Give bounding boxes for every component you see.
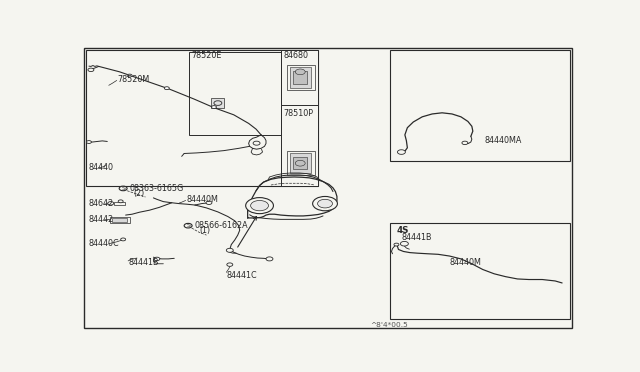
Text: 84441C: 84441C [227, 271, 257, 280]
Text: 08566-6162A: 08566-6162A [194, 221, 248, 230]
Circle shape [118, 200, 123, 203]
Circle shape [211, 106, 216, 109]
Circle shape [184, 223, 192, 228]
Circle shape [227, 263, 233, 266]
Bar [390, 223, 570, 319]
Circle shape [251, 201, 269, 211]
Circle shape [401, 241, 408, 246]
Text: 84440C: 84440C [89, 239, 120, 248]
Bar [287, 65, 315, 90]
Text: 84441B: 84441B [401, 232, 432, 242]
Bar [281, 50, 318, 106]
Bar [112, 218, 127, 222]
Circle shape [108, 202, 114, 205]
Text: 84441B: 84441B [129, 259, 159, 267]
Text: (1): (1) [199, 226, 210, 235]
Text: 84440: 84440 [89, 163, 114, 172]
Circle shape [127, 74, 132, 77]
Bar [189, 52, 281, 135]
Circle shape [227, 248, 233, 252]
Bar [293, 71, 307, 84]
Bar [114, 202, 125, 205]
Text: S: S [186, 223, 190, 228]
Bar [211, 99, 224, 108]
Bar [110, 217, 129, 223]
Text: 84440M: 84440M [449, 259, 481, 267]
Text: S: S [121, 186, 125, 191]
Circle shape [154, 257, 160, 261]
Circle shape [253, 141, 260, 145]
Circle shape [214, 101, 222, 105]
Text: 08363-6165G: 08363-6165G [129, 184, 184, 193]
Text: 84442: 84442 [89, 215, 114, 224]
Circle shape [317, 199, 332, 208]
Text: 78520E: 78520E [191, 51, 222, 60]
Text: 84440MA: 84440MA [484, 136, 522, 145]
Circle shape [266, 257, 273, 261]
Bar [86, 50, 318, 186]
Circle shape [394, 243, 399, 246]
Text: 84440M: 84440M [186, 195, 218, 204]
Circle shape [121, 238, 125, 241]
Circle shape [246, 198, 273, 214]
Circle shape [206, 201, 212, 205]
Text: 78520M: 78520M [117, 75, 150, 84]
Circle shape [462, 141, 468, 145]
Bar [291, 67, 311, 88]
Circle shape [164, 87, 169, 90]
Circle shape [88, 68, 94, 71]
Bar [281, 105, 318, 186]
Circle shape [86, 141, 92, 144]
Bar [291, 153, 311, 173]
Circle shape [312, 196, 337, 211]
Bar [293, 157, 307, 169]
Text: 78510P: 78510P [284, 109, 314, 118]
Text: 84680: 84680 [284, 51, 308, 60]
Bar [287, 151, 315, 175]
Text: (2): (2) [134, 189, 145, 198]
Bar [390, 50, 570, 161]
Circle shape [295, 160, 305, 166]
Circle shape [397, 150, 405, 154]
Circle shape [119, 186, 127, 191]
Text: ^8'4*00.5: ^8'4*00.5 [370, 322, 408, 328]
Text: 4S: 4S [396, 226, 409, 235]
Circle shape [295, 69, 305, 75]
Text: 84642: 84642 [89, 199, 114, 208]
